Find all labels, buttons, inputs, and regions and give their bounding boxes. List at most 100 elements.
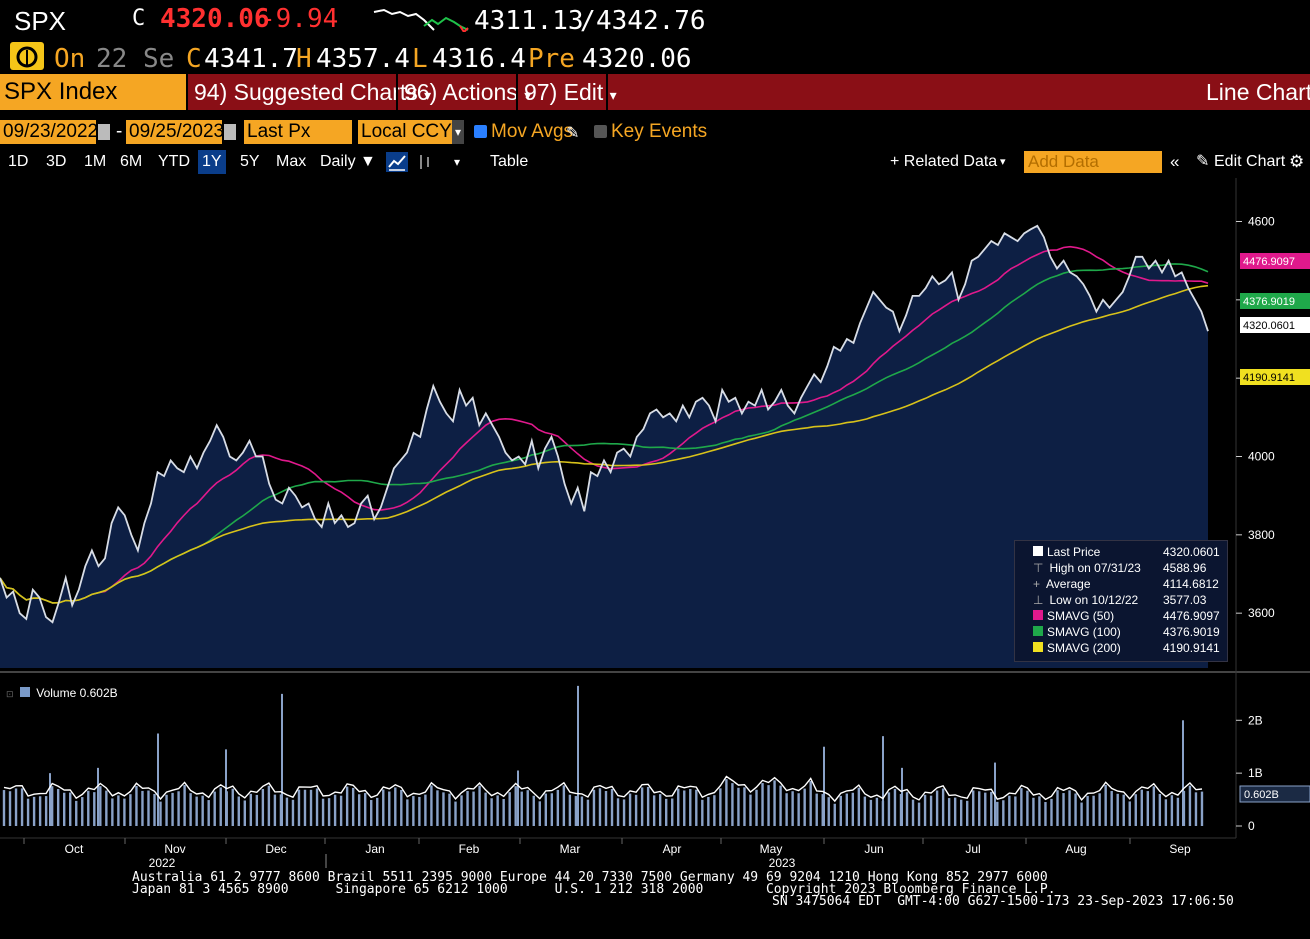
mov-avgs-checkbox[interactable] [474, 125, 487, 138]
field-selector[interactable]: Last Px [244, 120, 352, 144]
legend-last-price-label: Last Price [1047, 545, 1101, 559]
mov-avgs-label: Mov Avgs [491, 121, 574, 142]
currency-selector[interactable]: Local CCY [358, 120, 452, 144]
volume-swatch [19, 687, 30, 697]
range-1m[interactable]: 1M [84, 153, 107, 170]
close-label: C [186, 44, 202, 74]
key-events-label: Key Events [611, 121, 708, 142]
legend-sma50-label: SMAVG (50) [1047, 609, 1115, 623]
legend-sma50-value: 4476.9097 [1163, 609, 1220, 623]
actions-label: 96) Actions [404, 79, 518, 105]
pencil-icon[interactable]: ✎ [1196, 153, 1210, 170]
range-1d[interactable]: 1D [8, 153, 29, 170]
range-6m[interactable]: 6M [120, 153, 143, 170]
x-tick-label: Jul [965, 842, 980, 856]
gear-icon[interactable]: ⚙ [1289, 152, 1305, 171]
edit-chart-button[interactable]: Edit Chart [1214, 153, 1286, 170]
security-box[interactable]: SPX Index [0, 74, 186, 110]
footer-line-2: Japan 81 3 4565 8900 Singapore 65 6212 1… [132, 882, 1056, 897]
chart-type-label: Line Chart [1206, 79, 1310, 105]
caret-down-icon[interactable]: ▾ [1000, 156, 1006, 168]
last-price-prefix: C [132, 6, 146, 31]
sma200-last-label-box [1240, 369, 1310, 385]
sma100-last-label: 4376.9019 [1243, 296, 1295, 308]
end-date-field[interactable]: 09/25/2023 [126, 120, 222, 144]
footer-line-1: Australia 61 2 9777 8600 Brazil 5511 239… [132, 870, 1048, 885]
last-price-swatch [1033, 546, 1043, 556]
range-separator: / [580, 6, 596, 36]
sma200-swatch [1033, 642, 1043, 652]
legend-avg-label: Average [1046, 577, 1091, 591]
caret-down-icon: ▾ [609, 87, 617, 103]
range-1y[interactable]: 1Y [198, 150, 226, 174]
last-price: 4320.06 [160, 4, 270, 34]
y-tick-label: 3600 [1248, 606, 1275, 620]
intraday-sparkline [373, 8, 469, 32]
actions-menu[interactable]: 96) Actions ▾ [404, 74, 531, 110]
high-label: H [296, 44, 312, 74]
bar-chart-icon[interactable] [416, 152, 434, 172]
suggested-charts-menu[interactable]: 94) Suggested Charts ▾ [194, 74, 431, 110]
volume-tick-label: 0 [1248, 819, 1255, 833]
sma50-line [0, 245, 1209, 604]
menu-divider [396, 74, 398, 110]
line-chart-icon[interactable] [386, 152, 408, 172]
x-tick-label: Apr [663, 842, 682, 856]
calendar-icon[interactable] [224, 124, 236, 140]
edit-menu[interactable]: 97) Edit ▾ [524, 74, 617, 110]
start-date-field[interactable]: 09/23/2022 [0, 120, 96, 144]
x-tick-label: May [760, 842, 783, 856]
pre-label: Pre [528, 44, 575, 74]
range-max[interactable]: Max [276, 153, 307, 170]
high-marker-icon: ⊤ [1033, 561, 1044, 575]
legend-last-price-value: 4320.0601 [1163, 545, 1220, 559]
frequency-selector[interactable]: Daily ▼ [320, 153, 376, 170]
pencil-icon[interactable]: ✎ [566, 125, 580, 142]
caret-down-icon: ▾ [424, 87, 432, 103]
range-ytd[interactable]: YTD [158, 153, 190, 170]
date-range-dash: - [116, 121, 123, 142]
table-button[interactable]: Table [490, 153, 529, 170]
price-line [0, 224, 1209, 624]
sma50-last-label-box [1240, 253, 1310, 269]
menu-divider [186, 74, 188, 110]
caret-down-icon: ▾ [524, 87, 532, 103]
x-tick-label: Oct [65, 842, 84, 856]
calendar-icon[interactable] [98, 124, 110, 140]
sma200-line [0, 284, 1209, 604]
add-data-input[interactable]: Add Data [1024, 151, 1162, 173]
y-tick-label: 4600 [1248, 215, 1275, 229]
low-label: L [412, 44, 428, 74]
menu-divider [516, 74, 518, 110]
x-tick-label: Nov [164, 842, 185, 856]
legend-high-label: High on 07/31/23 [1049, 561, 1141, 575]
x-tick-label: Aug [1065, 842, 1086, 856]
price-chart[interactable]: 360038004000440046004476.90974376.901943… [0, 178, 1310, 870]
key-events-checkbox[interactable] [594, 125, 607, 138]
x-tick-label: Jan [365, 842, 384, 856]
footer: Australia 61 2 9777 8600 Brazil 5511 239… [0, 868, 1310, 939]
range-3d[interactable]: 3D [46, 153, 67, 170]
y-tick-label: 4000 [1248, 450, 1275, 464]
related-data-button[interactable]: + Related Data [890, 153, 998, 170]
market-clock-icon[interactable] [10, 42, 44, 70]
pre-value: 4320.06 [582, 44, 692, 74]
chart-style-dropdown[interactable]: ▾ [454, 155, 461, 169]
chevron-down-icon[interactable]: ▾ [452, 120, 464, 144]
suggested-charts-label: 94) Suggested Charts [194, 79, 418, 105]
chart-legend: Last Price 4320.0601 ⊤ High on 07/31/23 4… [1014, 540, 1228, 662]
range-bar: 1D 3D 1M 6M YTD 1Y 5Y Max Daily ▼ ▾ Tabl… [0, 148, 1310, 176]
volume-legend: ⊡ Volume 0.602B [6, 686, 118, 700]
average-marker-icon: + [1033, 577, 1041, 591]
collapse-icon[interactable]: « [1170, 152, 1180, 171]
price-last-label-box [1240, 317, 1310, 333]
x-tick-label: Sep [1169, 842, 1191, 856]
y-tick-label: 3800 [1248, 528, 1275, 542]
ticker-symbol: SPX [14, 6, 67, 36]
legend-avg-value: 4114.6812 [1163, 577, 1219, 591]
range-5y[interactable]: 5Y [240, 153, 260, 170]
menu-divider [606, 74, 608, 110]
close-value: 4341.7 [204, 44, 298, 74]
legend-low-value: 3577.03 [1163, 593, 1207, 607]
volume-average-line [3, 775, 1203, 803]
